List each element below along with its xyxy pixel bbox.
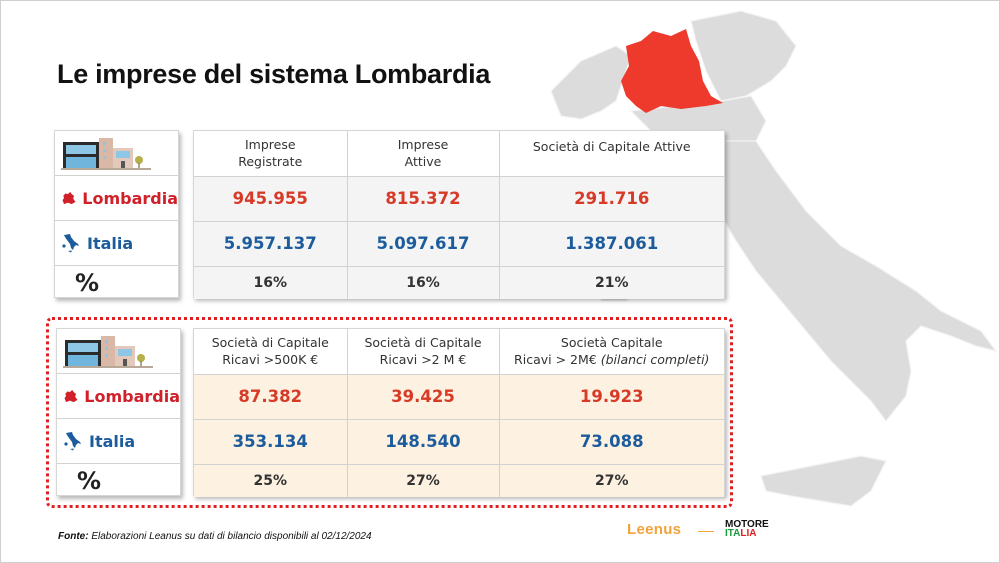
page-title: Le imprese del sistema Lombardia: [57, 59, 491, 89]
t2-percent-1: 27%: [346, 463, 500, 497]
t2-italia-1: 148.540: [346, 418, 500, 465]
t2-lombardia-2: 19.923: [498, 373, 724, 420]
label-row-percent-2: %: [57, 464, 180, 497]
t1-percent-1: 16%: [346, 265, 500, 299]
logo-separator: [698, 531, 714, 532]
t1-lombardia-0: 945.955: [194, 175, 348, 222]
t1-percent-0: 16%: [194, 265, 348, 299]
t2-percent-0: 25%: [194, 463, 348, 497]
t2-header-0: Società di Capitale Ricavi >500K €: [194, 329, 348, 375]
table1: Imprese Registrate Imprese Attive Società …: [193, 130, 725, 299]
t1-percent-2: 21%: [498, 265, 724, 299]
map-region-northwest: [550, 45, 632, 120]
building-icon: [63, 336, 153, 368]
t1-italia-1: 5.097.617: [346, 220, 500, 267]
t1-italia-0: 5.957.137: [194, 220, 348, 267]
map-region-lombardia: [621, 29, 723, 113]
label-row-lombardia-2: Lombardia: [57, 374, 180, 419]
label-header-row-2: [57, 329, 180, 374]
t1-header-0: Imprese Registrate: [194, 131, 348, 177]
label-percent-2: %: [77, 466, 102, 495]
lombardia-region-icon: [64, 389, 78, 403]
t1-header-1: Imprese Attive: [346, 131, 500, 177]
label-row-italia: Italia: [55, 221, 178, 266]
source-note: Fonte: Elaborazioni Leanus su dati di bi…: [58, 531, 372, 542]
t2-header-1: Società di Capitale Ricavi >2 M €: [346, 329, 500, 375]
t2-row-percent: 25% 27% 27%: [194, 463, 724, 497]
italia-country-icon: [62, 234, 79, 253]
map-region-northeast: [690, 10, 797, 102]
t2-italia-2: 73.088: [498, 418, 724, 465]
map-region-sicily: [760, 455, 887, 507]
t1-header-2: Società di Capitale Attive: [498, 131, 724, 177]
lombardia-region-icon: [62, 191, 76, 205]
building-icon: [61, 138, 151, 170]
label-row-italia-2: Italia: [57, 419, 180, 464]
t1-row-percent: 16% 16% 21%: [194, 265, 724, 299]
label-lombardia-2: Lombardia: [84, 386, 180, 406]
t2-header-2: Società Capitale Ricavi > 2M€ (bilanci co…: [498, 329, 724, 375]
t1-italia-2: 1.387.061: [498, 220, 724, 267]
t1-row-italia: 5.957.137 5.097.617 1.387.061: [194, 220, 724, 267]
table2: Società di Capitale Ricavi >500K € Societ…: [193, 328, 725, 497]
label-row-percent: %: [55, 266, 178, 299]
t2-lombardia-0: 87.382: [194, 373, 348, 420]
leenus-logo: Leenus: [627, 521, 682, 538]
t2-row-italia: 353.134 148.540 73.088: [194, 418, 724, 465]
label-row-lombardia: Lombardia: [55, 176, 178, 221]
label-lombardia: Lombardia: [82, 188, 178, 208]
label-italia-2: Italia: [89, 431, 136, 451]
t1-lombardia-2: 291.716: [498, 175, 724, 222]
t2-row-lombardia: 87.382 39.425 19.923: [194, 373, 724, 420]
motore-italia-logo: MOTORE ITALIA: [725, 519, 769, 539]
t2-percent-2: 27%: [498, 463, 724, 497]
label-italia: Italia: [87, 233, 134, 253]
t1-lombardia-1: 815.372: [346, 175, 500, 222]
label-percent: %: [75, 268, 100, 297]
label-header-row: [55, 131, 178, 176]
highlight-dotted-border: [46, 317, 733, 508]
table1-label-column: Lombardia Italia %: [54, 130, 179, 298]
table2-label-column: Lombardia Italia %: [56, 328, 181, 496]
t1-row-lombardia: 945.955 815.372 291.716: [194, 175, 724, 222]
map-region-peninsula: [690, 140, 998, 422]
t2-italia-0: 353.134: [194, 418, 348, 465]
italia-country-icon: [64, 432, 81, 451]
t2-lombardia-1: 39.425: [346, 373, 500, 420]
